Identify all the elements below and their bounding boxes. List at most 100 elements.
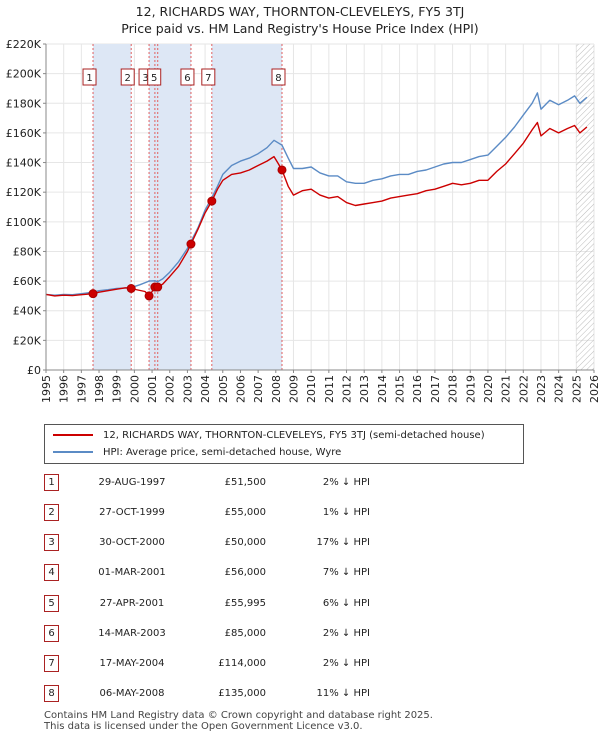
sale-label-box (82, 68, 97, 86)
sale-point (88, 289, 98, 299)
sale-hpi-diff: 17% ↓ HPI (316, 537, 370, 548)
x-tick-label: 2026 (588, 375, 600, 403)
x-tick-label: 2009 (287, 375, 300, 403)
sale-label-box (271, 68, 286, 86)
sale-price: £50,000 (224, 537, 266, 548)
sale-date: 17-MAY-2004 (99, 658, 165, 669)
sale-number-badge: 1 (44, 474, 59, 491)
plot-area (46, 44, 594, 370)
x-tick-label: 2025 (570, 375, 583, 403)
table-row: 5 27-APR-2001 £55,995 6% ↓ HPI (0, 594, 600, 614)
property-line-swatch (53, 434, 93, 436)
x-tick-label: 1997 (75, 375, 88, 403)
legend-property-label: 12, RICHARDS WAY, THORNTON-CLEVELEYS, FY… (103, 429, 485, 441)
x-tick-label: 2017 (429, 375, 442, 403)
x-tick-label: 2024 (553, 375, 566, 403)
x-tick-label: 1998 (93, 375, 106, 403)
sale-label-number: 3 (142, 73, 148, 84)
sale-number-badge: 7 (44, 655, 59, 672)
x-tick-label: 1995 (40, 375, 53, 403)
footer-line1: Contains HM Land Registry data © Crown c… (44, 710, 433, 721)
sale-date: 27-APR-2001 (99, 598, 165, 609)
x-tick-label: 2004 (199, 375, 212, 403)
sale-label-number: 5 (151, 73, 157, 84)
x-tick-label: 2013 (358, 375, 371, 403)
chart-legend: 12, RICHARDS WAY, THORNTON-CLEVELEYS, FY… (44, 424, 524, 464)
y-tick-label: £220K (6, 38, 42, 51)
table-row: 8 06-MAY-2008 £135,000 11% ↓ HPI (0, 684, 600, 704)
x-tick-label: 2014 (376, 375, 389, 403)
sale-point (126, 284, 136, 293)
sale-number-badge: 4 (44, 564, 59, 581)
legend-item-property: 12, RICHARDS WAY, THORNTON-CLEVELEYS, FY… (53, 427, 485, 443)
y-tick-label: £80K (13, 245, 42, 258)
x-tick-label: 2021 (500, 375, 513, 403)
sale-price: £55,000 (224, 507, 266, 518)
sale-date: 29-AUG-1997 (98, 477, 166, 488)
y-tick-label: £180K (6, 97, 42, 110)
sale-price: £56,000 (224, 567, 266, 578)
x-tick-label: 2012 (341, 375, 354, 403)
sale-point (144, 291, 154, 301)
x-tick-label: 2010 (305, 375, 318, 403)
sale-number-badge: 6 (44, 625, 59, 642)
y-tick-label: £200K (6, 68, 42, 81)
sale-label-box (180, 68, 195, 86)
sale-price: £135,000 (218, 688, 266, 699)
chart-title-line1: 12, RICHARDS WAY, THORNTON-CLEVELEYS, FY… (135, 4, 465, 19)
sale-hpi-diff: 2% ↓ HPI (322, 628, 370, 639)
hpi-line-swatch (53, 451, 93, 453)
forecast-hatch (576, 44, 594, 370)
x-tick-label: 2005 (217, 375, 230, 403)
sale-hpi-diff: 7% ↓ HPI (322, 567, 370, 578)
table-row: 1 29-AUG-1997 £51,500 2% ↓ HPI (0, 473, 600, 493)
x-tick-label: 1996 (58, 375, 71, 403)
footer-line2: This data is licensed under the Open Gov… (44, 721, 363, 732)
sale-date: 06-MAY-2008 (99, 688, 165, 699)
y-tick-label: £0 (27, 364, 41, 377)
sale-hpi-diff: 6% ↓ HPI (322, 598, 370, 609)
y-tick-label: £140K (6, 157, 42, 170)
x-tick-label: 2002 (164, 375, 177, 403)
y-tick-label: £160K (6, 127, 42, 140)
sale-label-number: 2 (125, 73, 131, 84)
sale-label-number: 8 (275, 73, 281, 84)
x-tick-label: 2003 (181, 375, 194, 403)
sale-price: £55,995 (224, 598, 266, 609)
sale-hpi-diff: 11% ↓ HPI (316, 688, 370, 699)
sale-date: 01-MAR-2001 (98, 567, 166, 578)
shaded-period (211, 44, 282, 370)
x-tick-label: 2020 (482, 375, 495, 403)
sale-price: £85,000 (224, 628, 266, 639)
x-tick-label: 2006 (234, 375, 247, 403)
x-tick-label: 2000 (128, 375, 141, 403)
table-row: 6 14-MAR-2003 £85,000 2% ↓ HPI (0, 624, 600, 644)
sale-price: £51,500 (224, 477, 266, 488)
x-tick-label: 2008 (270, 375, 283, 403)
x-tick-label: 2001 (146, 375, 159, 403)
sale-price: £114,000 (218, 658, 266, 669)
table-row: 3 30-OCT-2000 £50,000 17% ↓ HPI (0, 533, 600, 553)
sale-date: 27-OCT-1999 (99, 507, 165, 518)
legend-item-hpi: HPI: Average price, semi-detached house,… (53, 444, 341, 460)
table-row: 2 27-OCT-1999 £55,000 1% ↓ HPI (0, 503, 600, 523)
x-tick-label: 2015 (394, 375, 407, 403)
chart-title-line2: Price paid vs. HM Land Registry's House … (121, 21, 479, 36)
sale-label-box (201, 68, 216, 86)
sale-date: 14-MAR-2003 (98, 628, 166, 639)
y-tick-label: £40K (13, 305, 42, 318)
sale-point (277, 165, 287, 175)
sale-label-box (147, 68, 162, 86)
sale-point (186, 239, 196, 249)
legend-hpi-label: HPI: Average price, semi-detached house,… (103, 446, 342, 458)
x-tick-label: 2007 (252, 375, 265, 403)
sale-point (207, 196, 217, 206)
sale-number-badge: 8 (44, 685, 59, 702)
y-tick-label: £20K (13, 334, 42, 347)
y-tick-label: £100K (6, 216, 42, 229)
x-tick-label: 2023 (535, 375, 548, 403)
x-tick-label: 2011 (323, 375, 336, 403)
sale-hpi-diff: 2% ↓ HPI (322, 658, 370, 669)
sale-date: 30-OCT-2000 (99, 537, 165, 548)
